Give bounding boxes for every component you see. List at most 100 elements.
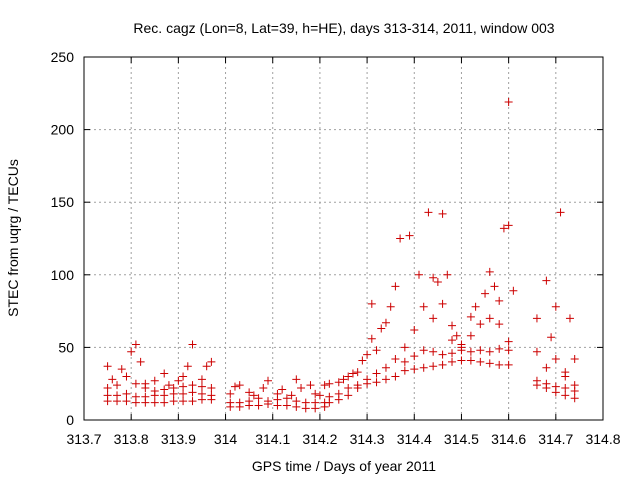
data-point: [476, 346, 485, 355]
data-point: [278, 385, 287, 394]
data-point: [292, 402, 301, 411]
x-tick-label: 313.7: [66, 431, 101, 447]
x-tick-label: 314.3: [350, 431, 385, 447]
data-point: [311, 389, 320, 398]
data-point: [547, 333, 556, 342]
y-tick-label: 250: [51, 49, 75, 65]
data-point: [377, 324, 386, 333]
data-point: [264, 376, 273, 385]
data-point: [226, 389, 235, 398]
x-tick-label: 314.7: [538, 431, 573, 447]
data-point: [485, 347, 494, 356]
data-point: [179, 389, 188, 398]
data-point: [230, 382, 239, 391]
data-point: [367, 299, 376, 308]
data-point: [122, 372, 131, 381]
data-point: [188, 388, 197, 397]
data-point: [410, 365, 419, 374]
data-point: [561, 391, 570, 400]
x-tick-label: 314.4: [397, 431, 432, 447]
x-tick-label: 314.6: [491, 431, 526, 447]
data-point: [466, 347, 475, 356]
data-point: [122, 389, 131, 398]
data-point: [160, 369, 169, 378]
y-tick-label: 150: [51, 194, 75, 210]
data-point: [197, 375, 206, 384]
data-point: [499, 224, 508, 233]
data-point: [504, 346, 513, 355]
data-point: [108, 375, 117, 384]
data-point: [363, 350, 372, 359]
data-point: [443, 270, 452, 279]
data-point: [457, 356, 466, 365]
data-point: [485, 314, 494, 323]
data-point: [457, 346, 466, 355]
data-point: [391, 355, 400, 364]
data-point: [419, 346, 428, 355]
data-point: [344, 384, 353, 393]
data-point: [183, 362, 192, 371]
data-point: [287, 391, 296, 400]
data-point: [391, 282, 400, 291]
plot-frame: [83, 56, 604, 421]
data-point: [188, 381, 197, 390]
data-point: [466, 312, 475, 321]
data-point: [452, 331, 461, 340]
data-point: [131, 379, 140, 388]
data-point: [207, 395, 216, 404]
data-points: [103, 98, 579, 413]
data-point: [542, 384, 551, 393]
data-point: [113, 381, 122, 390]
data-point: [358, 356, 367, 365]
data-point: [254, 394, 263, 403]
data-point: [495, 296, 504, 305]
y-tick-labels: 0 50 100 150 200 250: [51, 49, 75, 428]
data-point: [551, 388, 560, 397]
data-point: [245, 388, 254, 397]
data-point: [179, 382, 188, 391]
data-point: [282, 394, 291, 403]
data-point: [532, 347, 541, 356]
data-point: [381, 318, 390, 327]
data-point: [485, 359, 494, 368]
data-point: [188, 397, 197, 406]
x-tick-label: 314.5: [444, 431, 479, 447]
data-point: [504, 98, 513, 107]
data-point: [141, 398, 150, 407]
data-point: [396, 234, 405, 243]
data-point: [476, 357, 485, 366]
data-point: [315, 391, 324, 400]
data-point: [207, 357, 216, 366]
data-point: [160, 391, 169, 400]
data-point: [400, 366, 409, 375]
data-point: [391, 372, 400, 381]
data-point: [419, 363, 428, 372]
y-tick-label: 50: [58, 339, 74, 355]
data-point: [570, 386, 579, 395]
data-point: [466, 331, 475, 340]
data-point: [311, 404, 320, 413]
data-point: [197, 395, 206, 404]
data-point: [414, 270, 423, 279]
data-point: [117, 365, 126, 374]
data-point: [556, 208, 565, 217]
data-point: [348, 369, 357, 378]
data-point: [150, 376, 159, 385]
data-point: [169, 397, 178, 406]
data-point: [438, 350, 447, 359]
data-point: [400, 343, 409, 352]
data-point: [150, 391, 159, 400]
data-point: [141, 384, 150, 393]
data-point: [495, 360, 504, 369]
data-point: [570, 355, 579, 364]
data-point: [164, 381, 173, 390]
data-point: [103, 397, 112, 406]
data-point: [481, 289, 490, 298]
data-point: [235, 381, 244, 390]
data-point: [179, 372, 188, 381]
data-point: [485, 267, 494, 276]
data-point: [372, 346, 381, 355]
data-point: [334, 395, 343, 404]
data-point: [504, 221, 513, 230]
data-point: [245, 401, 254, 410]
